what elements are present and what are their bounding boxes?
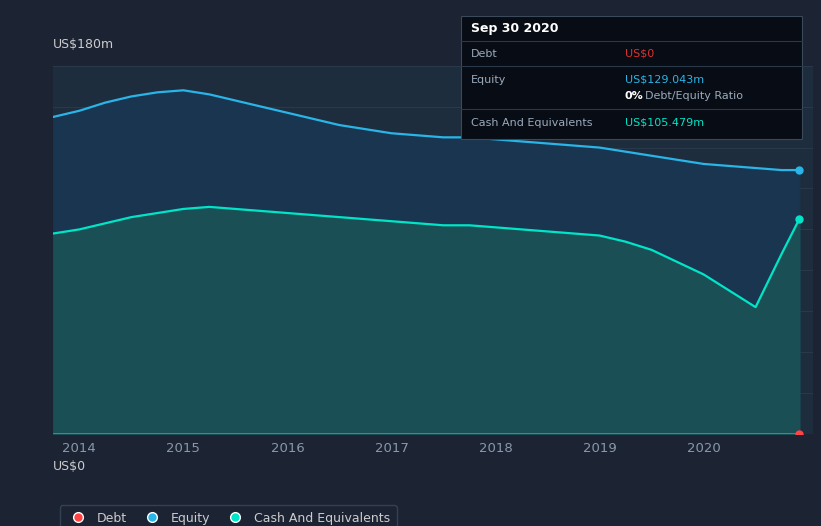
Text: US$105.479m: US$105.479m — [625, 117, 704, 127]
Text: US$0: US$0 — [53, 460, 86, 473]
Text: 0%: 0% — [625, 90, 644, 100]
Text: US$0: US$0 — [625, 49, 654, 59]
Text: US$180m: US$180m — [53, 38, 114, 51]
Legend: Debt, Equity, Cash And Equivalents: Debt, Equity, Cash And Equivalents — [60, 505, 397, 526]
Text: Debt: Debt — [471, 49, 498, 59]
Text: Equity: Equity — [471, 75, 507, 85]
Text: Debt/Equity Ratio: Debt/Equity Ratio — [645, 90, 744, 100]
Text: Sep 30 2020: Sep 30 2020 — [471, 22, 559, 35]
Text: US$129.043m: US$129.043m — [625, 75, 704, 85]
Text: Cash And Equivalents: Cash And Equivalents — [471, 117, 593, 127]
